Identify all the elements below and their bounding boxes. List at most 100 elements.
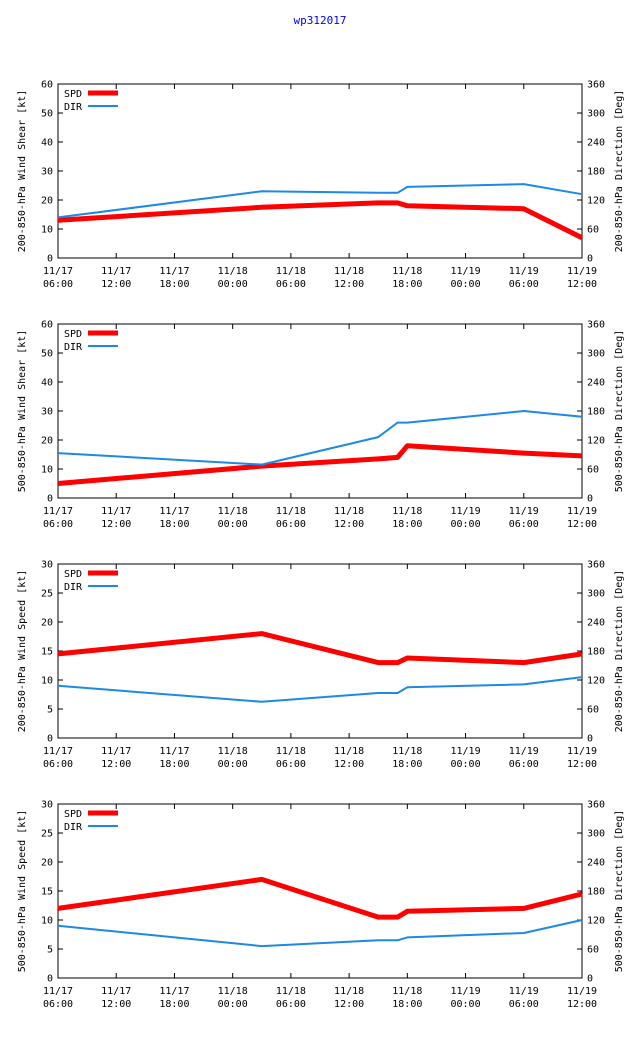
y-right-tick-label: 60 (587, 225, 599, 236)
y-right-tick-label: 120 (587, 676, 605, 687)
x-tick-label-date: 11/18 (276, 266, 306, 277)
x-tick-label-date: 11/19 (451, 506, 481, 517)
spd-series-line (57, 443, 583, 486)
y-left-axis-label: 500-850-hPa Wind Shear [kt] (17, 330, 28, 493)
x-tick-label-date: 11/19 (509, 986, 539, 997)
x-tick-label-time: 12:00 (334, 519, 364, 530)
y-left-tick-label: 15 (41, 647, 53, 658)
x-tick-label-date: 11/18 (276, 506, 306, 517)
y-left-tick-label: 50 (41, 349, 53, 360)
x-tick-label-time: 06:00 (509, 999, 539, 1010)
y-right-tick-label: 60 (587, 945, 599, 956)
y-left-tick-label: 5 (47, 705, 53, 716)
x-tick-label-time: 18:00 (392, 519, 422, 530)
y-right-tick-label: 180 (587, 167, 605, 178)
x-tick-label-date: 11/19 (509, 266, 539, 277)
y-left-tick-label: 20 (41, 436, 53, 447)
x-tick-label-time: 06:00 (43, 759, 73, 770)
y-right-tick-label: 360 (587, 560, 605, 571)
x-tick-label-date: 11/18 (392, 986, 422, 997)
x-tick-label-date: 11/19 (567, 506, 597, 517)
y-right-tick-label: 120 (587, 196, 605, 207)
y-right-tick-label: 360 (587, 80, 605, 91)
y-left-tick-label: 50 (41, 109, 53, 120)
x-tick-label-date: 11/18 (218, 506, 248, 517)
x-tick-label-date: 11/17 (159, 506, 189, 517)
x-tick-label-date: 11/18 (334, 746, 364, 757)
y-right-tick-label: 300 (587, 349, 605, 360)
x-tick-label-time: 06:00 (509, 519, 539, 530)
y-right-tick-label: 120 (587, 916, 605, 927)
x-tick-label-date: 11/19 (509, 746, 539, 757)
y-right-tick-label: 180 (587, 407, 605, 418)
y-left-tick-label: 10 (41, 465, 53, 476)
y-left-tick-label: 25 (41, 829, 53, 840)
y-right-tick-label: 120 (587, 436, 605, 447)
dir-series-line (57, 919, 583, 948)
y-right-tick-label: 240 (587, 378, 605, 389)
x-tick-label-date: 11/19 (509, 506, 539, 517)
y-left-tick-label: 0 (47, 254, 53, 265)
y-left-tick-label: 30 (41, 167, 53, 178)
plot-frame (57, 323, 583, 499)
y-right-tick-label: 60 (587, 465, 599, 476)
x-tick-label-date: 11/17 (159, 746, 189, 757)
x-tick-label-date: 11/18 (334, 506, 364, 517)
x-tick-label-time: 06:00 (43, 519, 73, 530)
x-tick-label-date: 11/17 (159, 266, 189, 277)
y-left-tick-label: 0 (47, 974, 53, 985)
y-left-tick-label: 0 (47, 734, 53, 745)
y-left-axis-label: 200-850-hPa Wind Speed [kt] (17, 570, 28, 733)
x-tick-label-time: 06:00 (276, 519, 306, 530)
x-tick-label-time: 12:00 (101, 759, 131, 770)
y-right-tick-label: 240 (587, 858, 605, 869)
x-tick-label-date: 11/19 (567, 266, 597, 277)
y-right-tick-label: 0 (587, 494, 593, 505)
y-left-tick-label: 60 (41, 320, 53, 331)
x-tick-label-date: 11/18 (334, 986, 364, 997)
x-tick-label-time: 18:00 (159, 279, 189, 290)
y-right-axis-label: 500-850-hPa Direction [Deg] (614, 810, 625, 973)
x-tick-label-time: 00:00 (451, 519, 481, 530)
legend-dir-label: DIR (64, 342, 83, 353)
y-right-tick-label: 60 (587, 705, 599, 716)
x-tick-label-time: 00:00 (218, 279, 248, 290)
y-left-tick-label: 10 (41, 225, 53, 236)
y-left-axis-label: 200-850-hPa Wind Shear [kt] (17, 90, 28, 253)
y-right-tick-label: 180 (587, 647, 605, 658)
x-tick-label-date: 11/18 (392, 746, 422, 757)
dir-series-line (57, 183, 583, 219)
y-left-axis-label: 500-850-hPa Wind Speed [kt] (17, 810, 28, 973)
x-tick-label-date: 11/17 (43, 986, 73, 997)
x-tick-label-time: 12:00 (101, 279, 131, 290)
legend-dir-label: DIR (64, 822, 83, 833)
x-tick-label-date: 11/17 (43, 746, 73, 757)
chart-panel-2: 0 10 20 30 40 50 60 0 60 120 180 240 300 360 11/17 06:0… (17, 320, 625, 531)
x-tick-label-date: 11/19 (451, 986, 481, 997)
x-tick-label-time: 00:00 (218, 999, 248, 1010)
legend-spd-label: SPD (64, 809, 82, 820)
y-left-tick-label: 30 (41, 407, 53, 418)
y-right-tick-label: 300 (587, 109, 605, 120)
y-right-tick-label: 240 (587, 618, 605, 629)
y-right-axis-label: 200-850-hPa Direction [Deg] (614, 570, 625, 733)
y-right-axis-label: 200-850-hPa Direction [Deg] (614, 90, 625, 253)
plot-frame (57, 563, 583, 739)
y-left-tick-label: 25 (41, 589, 53, 600)
y-left-tick-label: 60 (41, 80, 53, 91)
y-right-tick-label: 240 (587, 138, 605, 149)
x-tick-label-time: 18:00 (392, 759, 422, 770)
x-tick-label-date: 11/18 (334, 266, 364, 277)
y-right-tick-label: 0 (587, 974, 593, 985)
y-right-tick-label: 360 (587, 800, 605, 811)
dir-series-line (57, 410, 583, 466)
y-right-tick-label: 300 (587, 589, 605, 600)
spd-series-line (57, 631, 583, 666)
chart-panel-1: 0 10 20 30 40 50 60 0 60 120 180 240 300 360 11/17 06:0… (17, 80, 625, 291)
x-tick-label-time: 00:00 (218, 759, 248, 770)
x-tick-label-date: 11/18 (218, 746, 248, 757)
y-left-tick-label: 10 (41, 916, 53, 927)
x-tick-label-date: 11/17 (159, 986, 189, 997)
x-tick-label-date: 11/19 (451, 746, 481, 757)
y-left-tick-label: 20 (41, 196, 53, 207)
